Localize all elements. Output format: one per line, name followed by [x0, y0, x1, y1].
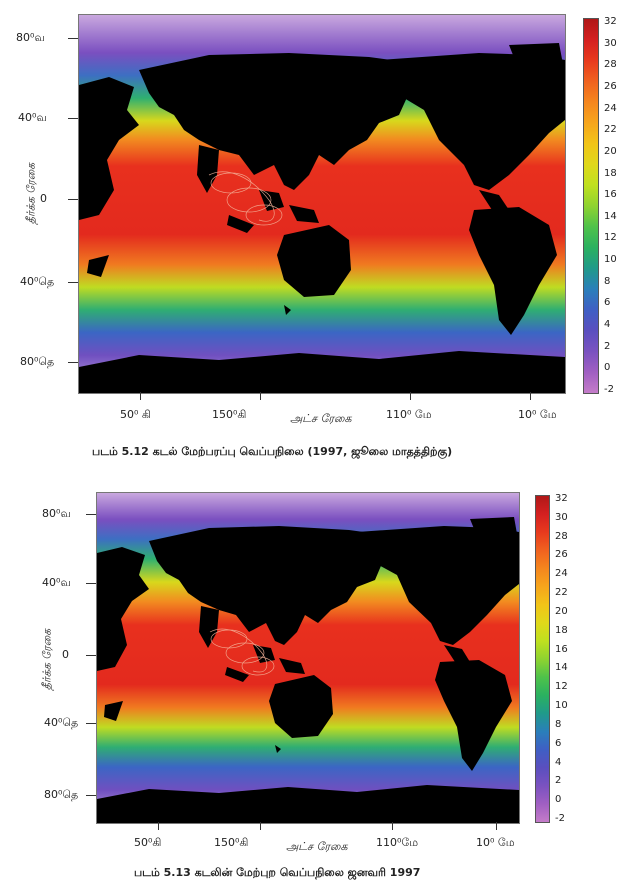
legend-tick-label: 24 [555, 568, 568, 579]
x-axis-title: அட்ச ரேகை [290, 412, 352, 425]
lat-tick [86, 655, 96, 656]
figure-caption: படம் 5.12 கடல் மேற்பரப்பு வெப்பநிலை (199… [92, 445, 453, 458]
lon-tick [140, 392, 141, 400]
y-axis-title: தீர்க்க ரேகை [40, 628, 54, 691]
lon-label-110w: 110⁰ மே [386, 408, 432, 421]
continents [97, 517, 519, 823]
color-legend: 32 30 28 26 24 22 20 18 16 14 12 10 8 6 4 2 0 -2 [583, 16, 629, 396]
color-legend: 32 30 28 26 24 22 20 18 16 14 12 10 8 6 4 2 0 -2 [535, 493, 581, 825]
lat-label-0: 0 [62, 648, 69, 661]
legend-tick-label: 30 [555, 512, 568, 523]
legend-tick-label: 18 [604, 168, 617, 179]
legend-tick-label: 0 [555, 794, 562, 805]
legend-tick-label: 18 [555, 625, 568, 636]
legend-tick-label: 8 [555, 719, 562, 730]
sst-map [78, 14, 566, 394]
lat-label-40n: 40⁰வ [42, 576, 71, 589]
lon-tick [260, 822, 261, 830]
legend-tick-label: 26 [604, 81, 617, 92]
lat-tick [68, 282, 78, 283]
lat-label-40n: 40⁰வ [18, 111, 47, 124]
y-axis-title: தீர்க்க ரேகை [24, 162, 38, 225]
legend-tick-label: 4 [555, 757, 562, 768]
lat-tick [86, 723, 96, 724]
lon-label-50e: 50⁰கி [134, 836, 162, 849]
legend-tick-label: 12 [555, 681, 568, 692]
legend-tick-label: 8 [604, 276, 611, 287]
lat-label-0: 0 [40, 192, 47, 205]
legend-tick-label: 2 [604, 341, 611, 352]
lat-label-80n: 80⁰வ [42, 507, 71, 520]
lon-label-110w: 110⁰மே [376, 836, 419, 849]
legend-tick-label: 12 [604, 232, 617, 243]
sst-map [96, 492, 520, 824]
legend-tick-label: 6 [604, 297, 611, 308]
lat-tick [86, 583, 96, 584]
legend-tick-label: 4 [604, 319, 611, 330]
legend-tick-label: 28 [555, 531, 568, 542]
legend-tick-label: 22 [604, 124, 617, 135]
lon-tick [392, 822, 393, 830]
legend-tick-label: 16 [604, 189, 617, 200]
legend-tick-label: 28 [604, 59, 617, 70]
continents [79, 43, 565, 393]
figure-caption: படம் 5.13 கடலின் மேற்புற வெப்பநிலை ஜனவரி… [134, 866, 421, 879]
legend-tick-label: 14 [604, 211, 617, 222]
lat-tick [68, 362, 78, 363]
legend-tick-label: 30 [604, 38, 617, 49]
x-axis-title: அட்ச ரேகை [286, 840, 348, 853]
legend-bar [583, 18, 599, 394]
lon-label-150e: 150⁰கி [212, 408, 247, 421]
lon-label-50e: 50⁰ கி [120, 408, 151, 421]
contour-overlay [208, 171, 283, 226]
lon-tick [158, 822, 159, 830]
lat-label-80n: 80⁰வ [16, 31, 45, 44]
lat-tick [68, 199, 78, 200]
legend-tick-label: 6 [555, 738, 562, 749]
legend-tick-label: -2 [604, 384, 614, 395]
legend-bar [535, 495, 550, 823]
lat-tick [68, 38, 78, 39]
legend-tick-label: 32 [555, 493, 568, 504]
legend-tick-label: 26 [555, 549, 568, 560]
legend-tick-label: 20 [555, 606, 568, 617]
lon-label-150e: 150⁰கி [214, 836, 249, 849]
legend-tick-label: 2 [555, 775, 562, 786]
legend-tick-label: 16 [555, 644, 568, 655]
legend-tick-label: 10 [604, 254, 617, 265]
legend-tick-label: 24 [604, 103, 617, 114]
figure-sst-july: 80⁰வ 40⁰வ 0 40⁰தெ 80⁰தெ தீர்க்க ரேகை 50⁰… [16, 14, 629, 458]
lon-tick [530, 392, 531, 400]
lat-label-80s: 80⁰தெ [20, 355, 55, 368]
lat-label-80s: 80⁰தெ [44, 788, 79, 801]
lon-label-10w: 10⁰ மே [476, 836, 515, 849]
legend-tick-label: 20 [604, 146, 617, 157]
lat-tick [68, 118, 78, 119]
lon-tick [496, 822, 497, 830]
legend-tick-label: 10 [555, 700, 568, 711]
lat-tick [86, 795, 96, 796]
legend-tick-label: 14 [555, 662, 568, 673]
legend-tick-label: 0 [604, 362, 611, 373]
lat-label-40s: 40⁰தெ [20, 275, 55, 288]
lat-label-40s: 40⁰தெ [44, 716, 79, 729]
legend-tick-label: -2 [555, 813, 565, 824]
legend-tick-label: 32 [604, 16, 617, 27]
lon-tick [410, 392, 411, 400]
figure-sst-january: 80⁰வ 40⁰வ 0 40⁰தெ 80⁰தெ தீர்க்க ரேகை 50⁰… [0, 480, 629, 893]
lon-tick [260, 392, 261, 400]
contour-overlay [209, 628, 275, 676]
legend-tick-label: 22 [555, 587, 568, 598]
lat-tick [86, 514, 96, 515]
lon-label-10w: 10⁰ மே [518, 408, 557, 421]
